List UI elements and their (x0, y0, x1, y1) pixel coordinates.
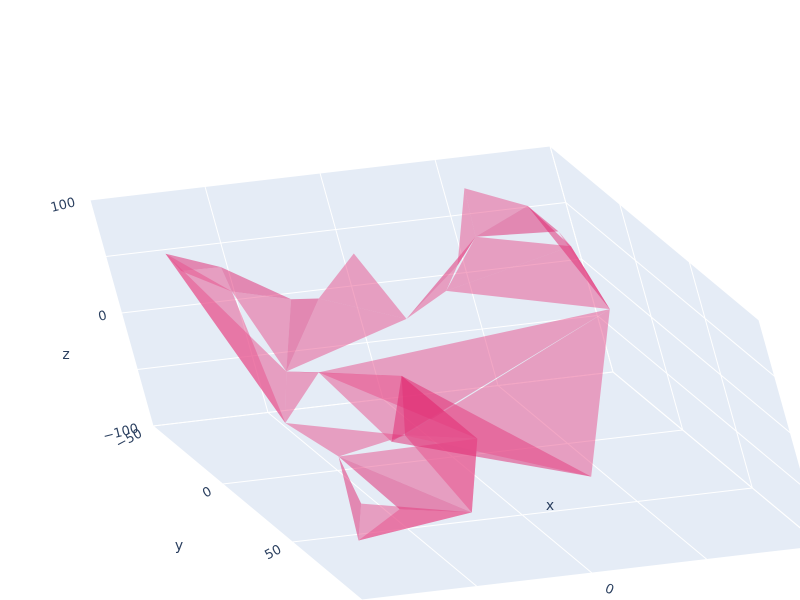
mesh-face[interactable] (405, 309, 610, 477)
mesh-face[interactable] (558, 231, 610, 310)
mesh-face[interactable] (231, 291, 292, 372)
mesh-face[interactable] (165, 253, 287, 423)
mesh-face[interactable] (405, 435, 478, 513)
x-axis-title: x (546, 498, 554, 514)
gridline-z-right-wall (549, 145, 760, 321)
y-axis-title: y (175, 538, 183, 554)
y-tick-label: 0 (200, 484, 214, 501)
mesh-face[interactable] (286, 298, 407, 372)
mesh-face[interactable] (446, 246, 610, 310)
mesh-face[interactable] (464, 188, 528, 237)
mesh-face[interactable] (220, 267, 292, 300)
gridline-z-right-wall (596, 315, 800, 485)
mesh-face[interactable] (285, 371, 319, 424)
y-tick-label: 50 (263, 542, 285, 563)
mesh-surface[interactable] (165, 188, 610, 541)
mesh-face[interactable] (475, 205, 559, 237)
gridline-z-left-wall (89, 145, 551, 201)
mesh-face[interactable] (318, 309, 610, 442)
axis-titles: x y z (62, 347, 554, 554)
mesh-face[interactable] (338, 456, 472, 513)
z-tick-label: 100 (49, 195, 77, 216)
mesh-face[interactable] (318, 253, 407, 319)
mesh-face[interactable] (406, 265, 458, 319)
gridline-z-right-wall (565, 202, 776, 377)
x-tick-label: 0 (603, 581, 616, 598)
mesh-face[interactable] (338, 456, 362, 541)
mesh-face[interactable] (358, 509, 472, 541)
gridline-x-floor (152, 425, 363, 600)
gridline-z-right-wall (612, 371, 800, 529)
gridline-y-floor (361, 548, 800, 600)
gridline-z-left-wall (137, 315, 598, 370)
mesh-face[interactable] (527, 205, 610, 310)
gridline-z-right-wall (581, 258, 791, 434)
mesh-face[interactable] (446, 236, 571, 291)
mesh-face[interactable] (285, 423, 406, 457)
z-tick-label: 0 (97, 308, 109, 325)
z-axis-title: z (62, 347, 69, 363)
mesh-face[interactable] (457, 188, 476, 266)
gridline-x-floor (267, 412, 478, 587)
